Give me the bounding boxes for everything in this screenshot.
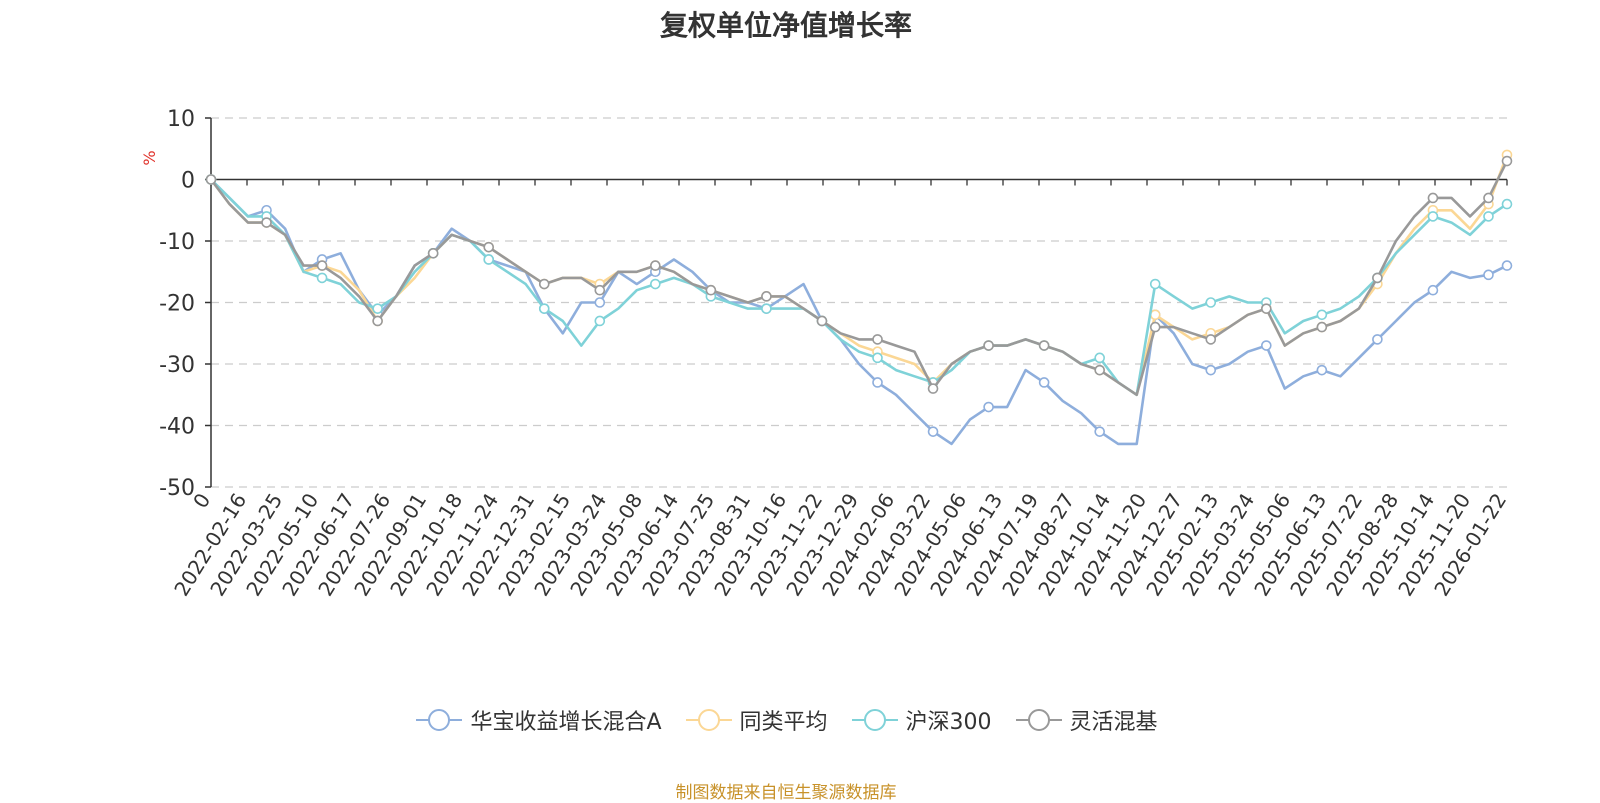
data-point: [927, 383, 939, 394]
legend-label: 华宝收益增长混合A: [470, 710, 662, 735]
data-point: [1501, 155, 1513, 167]
y-tick-label: -10: [159, 230, 195, 255]
data-point: [872, 334, 883, 345]
data-point: [427, 248, 439, 259]
data-point: [1094, 426, 1105, 437]
data-point: [872, 377, 883, 388]
data-point: [1501, 260, 1513, 271]
legend-marker-icon: [1015, 709, 1062, 731]
data-point: [316, 272, 328, 284]
data-point: [816, 315, 828, 327]
data-point: [983, 401, 994, 413]
data-point: [1205, 334, 1217, 345]
chart-title: 复权单位净值增长率: [659, 9, 912, 42]
y-tick-label: -40: [159, 415, 195, 440]
legend-label: 沪深300: [905, 710, 992, 735]
legend-item[interactable]: 华宝收益增长混合A: [414, 704, 662, 736]
data-point: [1149, 278, 1161, 290]
data-point: [372, 303, 383, 314]
data-point: [1483, 211, 1494, 222]
series-line: [209, 160, 1509, 397]
data-point: [1261, 303, 1272, 314]
data-point: [1261, 340, 1272, 351]
legend-label: 灵活混基: [1069, 710, 1158, 735]
y-axis-unit: %: [140, 150, 159, 165]
data-point: [316, 260, 328, 271]
data-point: [927, 426, 939, 437]
data-point: [872, 352, 883, 364]
data-point: [1427, 284, 1439, 296]
line-chart: 100-10-20-30-40-50%02022-02-162022-03-25…: [140, 107, 1513, 600]
x-tick-label: 0: [188, 489, 215, 513]
source-note: 制图数据来自恒生聚源数据库: [675, 783, 897, 803]
legend-marker-icon: [851, 709, 898, 731]
legend-item[interactable]: 沪深300: [850, 704, 992, 736]
data-point: [1038, 377, 1050, 388]
data-point: [483, 241, 495, 253]
data-point: [1501, 198, 1513, 210]
data-point: [205, 174, 217, 185]
data-point: [1094, 364, 1105, 376]
legend-item[interactable]: 灵活混基: [1014, 704, 1158, 736]
data-point: [538, 278, 550, 290]
series-line: [210, 178, 1508, 397]
data-point: [538, 303, 550, 314]
data-point: [983, 340, 994, 351]
y-tick-label: 0: [181, 169, 195, 194]
legend-marker-icon: [416, 709, 463, 731]
legend-label: 同类平均: [739, 710, 828, 735]
data-point: [1149, 321, 1161, 333]
data-point: [1372, 334, 1383, 345]
data-point: [1372, 272, 1383, 284]
data-point: [1316, 321, 1328, 333]
y-tick-label: -20: [159, 292, 195, 317]
y-tick-label: -30: [159, 353, 195, 378]
data-point: [1483, 269, 1494, 281]
data-point: [1427, 192, 1439, 204]
data-point: [594, 297, 606, 308]
data-point: [372, 315, 383, 327]
legend: 华宝收益增长混合A 同类平均 沪深300 灵活混基: [0, 704, 1572, 736]
data-point: [1094, 352, 1105, 364]
data-point: [761, 303, 772, 314]
data-point: [1427, 211, 1439, 222]
data-point: [1149, 309, 1161, 321]
data-point: [650, 278, 661, 290]
data-point: [1316, 309, 1328, 321]
data-point: [594, 284, 606, 296]
data-point: [650, 260, 661, 271]
data-point: [761, 291, 772, 302]
series-line: [209, 154, 1509, 397]
legend-item[interactable]: 同类平均: [684, 704, 828, 736]
data-point: [705, 284, 717, 296]
data-point: [1316, 364, 1328, 376]
data-point: [1205, 364, 1217, 376]
y-tick-label: -50: [159, 476, 195, 501]
data-point: [483, 254, 495, 265]
series-line: [210, 178, 1508, 446]
data-point: [594, 315, 606, 327]
legend-marker-icon: [685, 709, 732, 731]
data-point: [1483, 192, 1494, 204]
y-tick-label: 10: [167, 107, 195, 132]
data-point: [1205, 297, 1217, 308]
data-point: [1038, 340, 1050, 351]
data-point: [261, 217, 272, 228]
